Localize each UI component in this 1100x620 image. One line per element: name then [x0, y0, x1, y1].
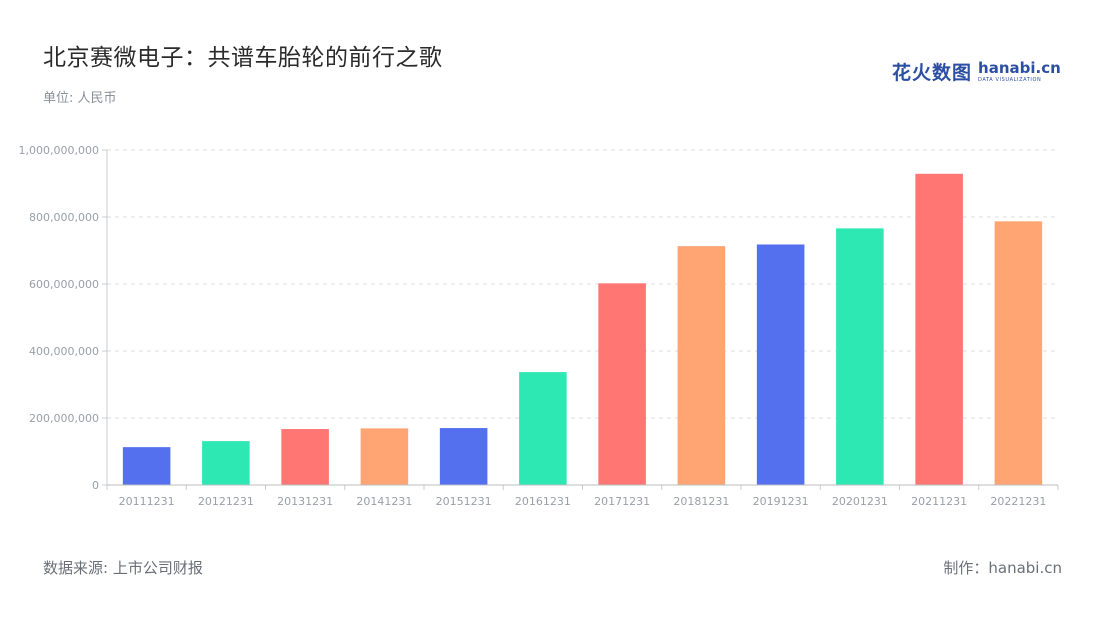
x-axis-ticks: 20111231 20121231 20131231 20141231 20151231…: [106, 485, 1059, 508]
hanabi-logo: 花火数图 hanabi.cn DATA VISUALIZATION: [892, 58, 1061, 85]
x-tick-label: 20191231: [753, 495, 809, 508]
x-tick-label: 20221231: [990, 495, 1046, 508]
y-tick-label: 600,000,000: [29, 278, 99, 291]
chart-title: 北京赛微电子：共谱车胎轮的前行之歌: [43, 45, 443, 71]
bar-20141231: [360, 428, 409, 485]
bar-20151231: [439, 428, 488, 485]
credit: 制作：hanabi.cn: [943, 559, 1062, 577]
y-tick-label: 200,000,000: [29, 412, 99, 425]
logo-sub-text: DATA VISUALIZATION: [978, 76, 1042, 83]
bars: [122, 173, 1043, 486]
bar-20131231: [281, 429, 329, 485]
bar-20161231: [519, 372, 567, 485]
y-tick-label: 0: [92, 479, 99, 492]
bar-20221231: [994, 221, 1043, 486]
x-tick-label: 20121231: [198, 495, 254, 508]
gridlines: [107, 149, 1058, 419]
bar-20201231: [836, 228, 884, 485]
y-tick-label: 1,000,000,000: [19, 144, 99, 157]
x-tick-label: 20211231: [911, 495, 967, 508]
x-tick-label: 20181231: [673, 495, 729, 508]
bar-20211231: [915, 173, 963, 485]
bar-20111231: [122, 447, 171, 485]
x-tick-label: 20111231: [119, 495, 175, 508]
x-tick-label: 20131231: [277, 495, 333, 508]
x-tick-label: 20171231: [594, 495, 650, 508]
bar-20181231: [677, 246, 726, 485]
y-axis-ticks: 0 200,000,000 400,000,000 600,000,000 800,00…: [19, 144, 107, 492]
x-tick-label: 20161231: [515, 495, 571, 508]
bar-20121231: [202, 441, 250, 485]
unit-label: 单位: 人民币: [43, 91, 117, 106]
data-source: 数据来源: 上市公司财报: [43, 559, 203, 577]
logo-en-block: hanabi.cn DATA VISUALIZATION: [978, 58, 1061, 83]
bar-20191231: [756, 244, 805, 485]
y-tick-label: 800,000,000: [29, 211, 99, 224]
logo-en-text: hanabi.cn: [978, 58, 1061, 77]
logo-cn-text: 花火数图: [892, 62, 973, 84]
x-tick-label: 20141231: [356, 495, 412, 508]
x-tick-label: 20151231: [436, 495, 492, 508]
y-tick-label: 400,000,000: [29, 345, 99, 358]
bar-20171231: [598, 283, 646, 485]
x-tick-label: 20201231: [832, 495, 888, 508]
